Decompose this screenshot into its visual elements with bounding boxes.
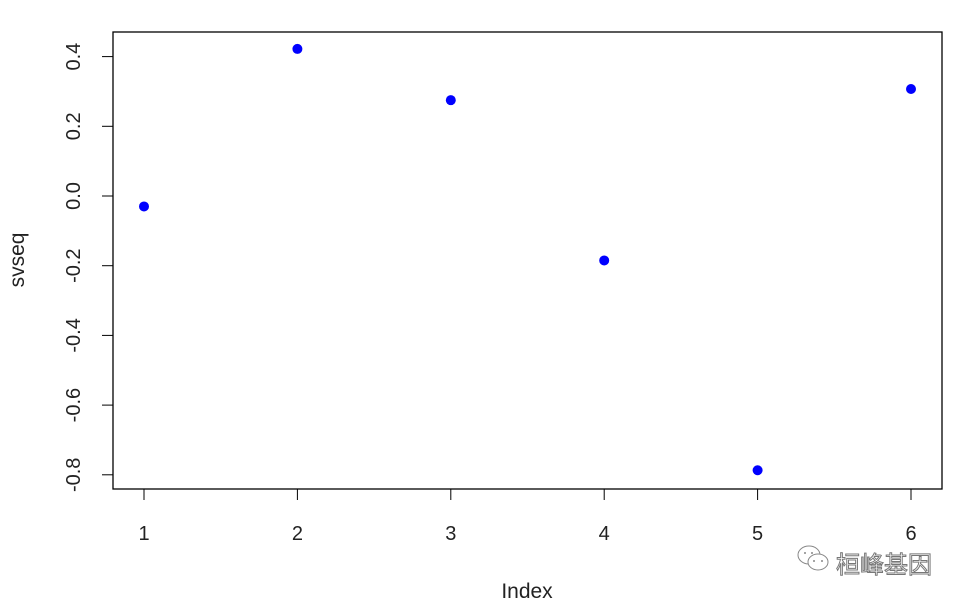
data-point — [445, 95, 456, 106]
data-points — [139, 43, 916, 476]
plot-frame — [112, 31, 943, 490]
data-point — [292, 43, 303, 54]
y-tick-label: -0.4 — [63, 318, 85, 352]
data-point — [599, 255, 610, 266]
x-tick-label: 5 — [752, 523, 763, 545]
x-tick-label: 1 — [138, 523, 149, 545]
watermark: 桓峰基因 — [796, 544, 933, 580]
x-axis-label: Index — [501, 580, 553, 602]
y-axis: 0.4 0.2 0.0 -0.2 -0.4 -0.6 -0.8 — [63, 43, 114, 492]
y-tick-label: -0.8 — [63, 458, 85, 492]
x-tick-label: 2 — [292, 523, 303, 545]
x-tick-label: 4 — [599, 523, 610, 545]
y-tick-label: -0.6 — [63, 388, 85, 422]
y-tick-label: 0.2 — [63, 112, 85, 140]
x-axis: 1 2 3 4 5 6 — [138, 488, 917, 545]
data-point — [752, 465, 763, 476]
data-point — [139, 201, 149, 212]
x-tick-label: 6 — [905, 523, 916, 545]
y-tick-label: -0.2 — [63, 248, 85, 282]
y-tick-label: 0.4 — [63, 43, 85, 71]
y-axis-label: svseq — [6, 233, 29, 288]
x-tick-label: 3 — [445, 523, 456, 545]
y-tick-label: 0.0 — [63, 182, 85, 210]
data-point — [906, 84, 916, 95]
watermark-text: 桓峰基因 — [836, 550, 933, 579]
wechat-icon — [796, 544, 830, 580]
